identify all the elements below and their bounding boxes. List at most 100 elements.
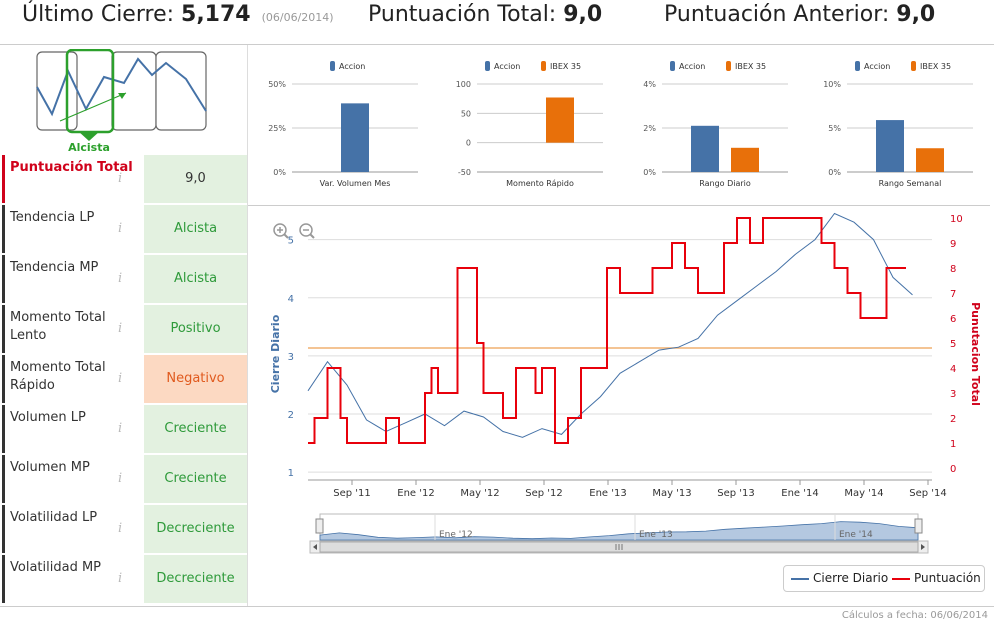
mini-chart: 100 50 0 -50 Momento Rápido Accion IBEX 35 [456, 61, 603, 188]
indicator-row: Momento Total Lento i Positivo [0, 305, 247, 355]
scroll-left-icon[interactable] [313, 544, 317, 550]
y-tick-label: 100 [456, 80, 471, 89]
info-icon[interactable]: i [118, 271, 123, 286]
legend-item-puntuacion[interactable]: Puntuación [892, 571, 981, 585]
info-icon[interactable]: i [118, 221, 123, 236]
bar[interactable] [691, 125, 719, 172]
indicator-label: Tendencia MP [2, 255, 144, 303]
bar[interactable] [876, 120, 904, 172]
main-chart-legend[interactable]: Cierre Diario Puntuación [783, 565, 985, 592]
y-left-tick: 5 [288, 236, 294, 247]
y-right-tick: 8 [950, 264, 956, 275]
mini-bar-charts: 50% 25% 0% Var. Volumen Mes Accion 100 50 0 -50 M… [268, 61, 973, 188]
x-tick-label: Sep '14 [909, 488, 947, 499]
y-left-tick: 3 [288, 352, 294, 363]
legend-swatch [726, 61, 731, 71]
indicator-label: Volumen MP [2, 455, 144, 503]
info-icon[interactable]: i [118, 321, 123, 336]
y-tick-label: 4% [643, 80, 656, 89]
y-right-tick: 2 [950, 414, 956, 425]
scroll-right-icon[interactable] [921, 544, 925, 550]
indicator-row: Tendencia MP i Alcista [0, 255, 247, 305]
indicator-label: Puntuación Total [2, 155, 144, 203]
navigator-handle-left[interactable] [315, 518, 324, 534]
y-right-tick: 1 [950, 439, 956, 450]
bar[interactable] [546, 97, 574, 143]
legend-label[interactable]: Accion [339, 62, 365, 71]
ultimo-cierre: Último Cierre: 5,174 (06/06/2014) [22, 2, 334, 27]
indicator-value: Creciente [144, 455, 247, 503]
y-tick-label: -50 [458, 168, 471, 177]
indicator-label: Momento Total Rápido [2, 355, 144, 403]
indicator-label: Tendencia LP [2, 205, 144, 253]
zoom-in-icon[interactable] [273, 223, 289, 239]
y-right-tick: 9 [950, 239, 956, 250]
legend-swatch [485, 61, 490, 71]
x-tick-label: May '14 [844, 488, 883, 499]
indicator-label: Volatilidad MP [2, 555, 144, 603]
bar[interactable] [341, 103, 369, 172]
puntuacion-total: Puntuación Total: 9,0 [368, 2, 602, 27]
legend-label[interactable]: Accion [494, 62, 520, 71]
x-tick-label: Sep '12 [525, 488, 563, 499]
x-tick-label: Sep '13 [717, 488, 755, 499]
y-tick-label: 50% [268, 80, 286, 89]
series-cierre-line[interactable] [307, 212, 913, 438]
trend-box-lateral [111, 51, 157, 131]
legend-label[interactable]: IBEX 35 [735, 62, 766, 71]
y-tick-label: 50 [461, 109, 471, 118]
puntuacion-total-label: Puntuación Total: [368, 2, 557, 27]
zoom-in-lens [273, 223, 287, 237]
legend-label-puntuacion: Puntuación [914, 571, 981, 585]
y-tick-label: 0 [466, 139, 471, 148]
info-icon[interactable]: i [118, 421, 123, 436]
navigator-label: Ene '12 [439, 530, 473, 540]
legend-swatch [855, 61, 860, 71]
bar[interactable] [916, 148, 944, 172]
info-icon[interactable]: i [118, 521, 123, 536]
legend-item-cierre[interactable]: Cierre Diario [791, 571, 888, 585]
y-right-tick: 7 [950, 289, 956, 300]
navigator[interactable]: Ene '12 Ene '13 Ene '14 [315, 513, 923, 541]
trend-selector: Alcista [36, 49, 207, 154]
zoom-out-icon[interactable] [299, 223, 315, 239]
legend-label[interactable]: IBEX 35 [920, 62, 951, 71]
legend-swatch [541, 61, 546, 71]
info-icon[interactable]: i [118, 471, 123, 486]
indicator-panel: Alcista Puntuación Total i 9,0 Tendencia LP… [0, 45, 247, 606]
trend-label: Alcista [68, 141, 110, 154]
indicator-value: Creciente [144, 405, 247, 453]
puntuacion-anterior-label: Puntuación Anterior: [664, 2, 890, 27]
navigator-area [319, 521, 919, 541]
trend-arrow-head-icon [118, 93, 126, 99]
info-icon[interactable]: i [118, 371, 123, 386]
legend-label[interactable]: IBEX 35 [550, 62, 581, 71]
y-tick-label: 10% [823, 80, 841, 89]
info-icon[interactable]: i [118, 171, 123, 186]
indicator-value: Alcista [144, 255, 247, 303]
navigator-handle-right[interactable] [914, 518, 923, 534]
series-puntuacion-line[interactable] [308, 217, 906, 444]
legend-label[interactable]: Accion [679, 62, 705, 71]
legend-label[interactable]: Accion [864, 62, 890, 71]
scrollbar[interactable] [309, 540, 929, 554]
ultimo-cierre-date: (06/06/2014) [261, 11, 334, 24]
footer-divider [0, 606, 994, 607]
y-tick-label: 5% [828, 124, 841, 133]
trend-price-line [36, 57, 207, 117]
x-tick-label: Sep '11 [333, 488, 371, 499]
mini-chart-title: Var. Volumen Mes [320, 179, 391, 188]
bar[interactable] [731, 147, 759, 172]
indicator-value: Alcista [144, 205, 247, 253]
horizontal-divider [248, 205, 990, 206]
y-tick-label: 25% [268, 124, 286, 133]
indicator-value: Positivo [144, 305, 247, 353]
y-tick-label: 2% [643, 124, 656, 133]
y-left-tick: 4 [288, 294, 294, 305]
x-tick-label: Ene '14 [781, 488, 818, 499]
info-icon[interactable]: i [118, 571, 123, 586]
zoom-out-handle [309, 233, 315, 239]
indicator-label: Volatilidad LP [2, 505, 144, 553]
legend-swatch [330, 61, 335, 71]
